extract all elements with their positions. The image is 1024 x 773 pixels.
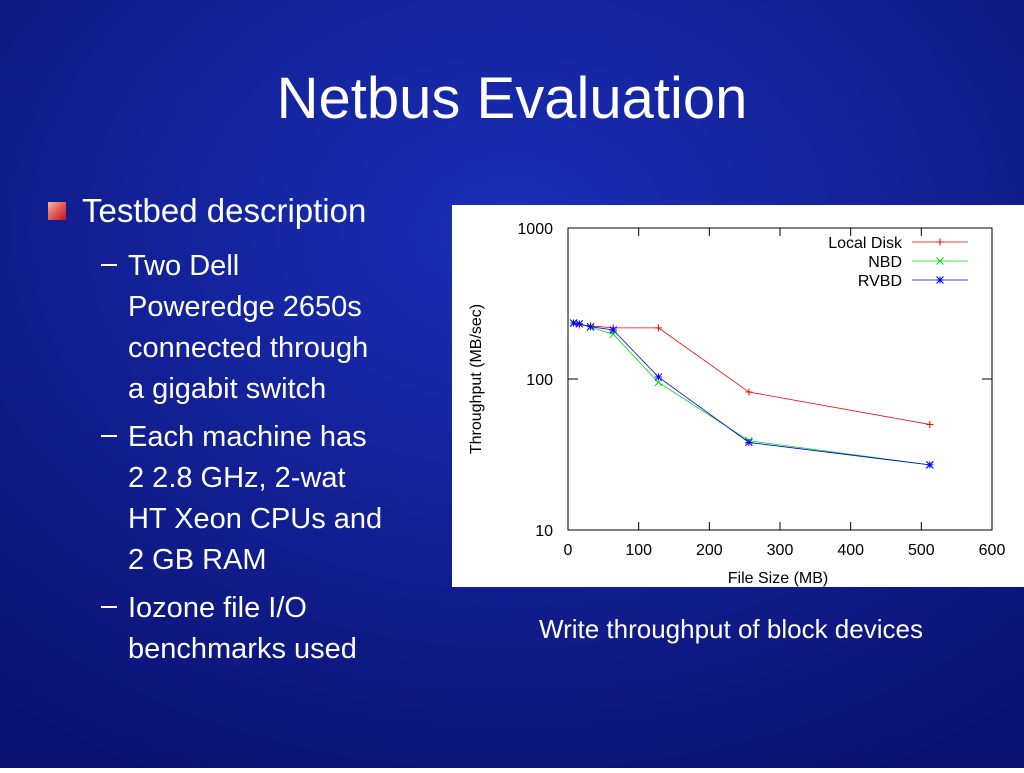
x-tick-label: 200 [696, 542, 723, 559]
x-tick-label: 400 [837, 542, 864, 559]
sub-bullet-text: Poweredge 2650s [128, 291, 362, 323]
sub-bullet-text: 2 2.8 GHz, 2-wat [128, 462, 346, 494]
bullet-icon [48, 202, 66, 220]
legend-marker [936, 238, 944, 246]
slide-title: Netbus Evaluation [277, 66, 748, 131]
x-tick-label: 600 [979, 542, 1006, 559]
y-axis-label: Throughput (MB/sec) [468, 304, 485, 454]
sub-bullet-text: 2 GB RAM [128, 544, 267, 576]
sub-bullet-text: a gigabit switch [128, 373, 326, 405]
chart-panel [452, 205, 1024, 587]
y-tick-label: 10 [535, 523, 553, 540]
point-marker [569, 319, 578, 327]
point-marker [586, 322, 595, 331]
sub-bullet-text: connected through [128, 332, 368, 364]
point-marker [654, 373, 663, 381]
point-marker [609, 326, 618, 334]
legend-label: Local Disk [828, 235, 903, 252]
y-tick-label: 1000 [517, 221, 553, 238]
point-marker [926, 420, 934, 428]
point-marker [925, 461, 934, 469]
x-tick-label: 0 [564, 542, 573, 559]
bullet-text: Testbed description [82, 192, 366, 229]
point-marker [654, 324, 662, 332]
sub-bullet-text: Iozone file I/O [128, 592, 307, 624]
legend-label: RVBD [858, 273, 902, 290]
x-axis-label: File Size (MB) [728, 570, 828, 587]
caption: Write throughput of block devices [539, 614, 923, 644]
sub-bullet-text: Two Dell [128, 250, 239, 282]
x-tick-label: 300 [767, 542, 794, 559]
y-tick-label: 100 [526, 372, 553, 389]
x-tick-label: 100 [625, 542, 652, 559]
sub-bullet-text: benchmarks used [128, 633, 357, 665]
sub-bullet-text: HT Xeon CPUs and [128, 503, 382, 535]
legend-marker [936, 257, 944, 265]
legend-marker [936, 276, 944, 284]
point-marker [575, 319, 584, 328]
point-marker [745, 388, 753, 396]
legend-label: NBD [868, 254, 902, 271]
sub-bullet-text: Each machine has [128, 421, 367, 453]
point-marker [745, 438, 753, 447]
x-tick-label: 500 [908, 542, 935, 559]
